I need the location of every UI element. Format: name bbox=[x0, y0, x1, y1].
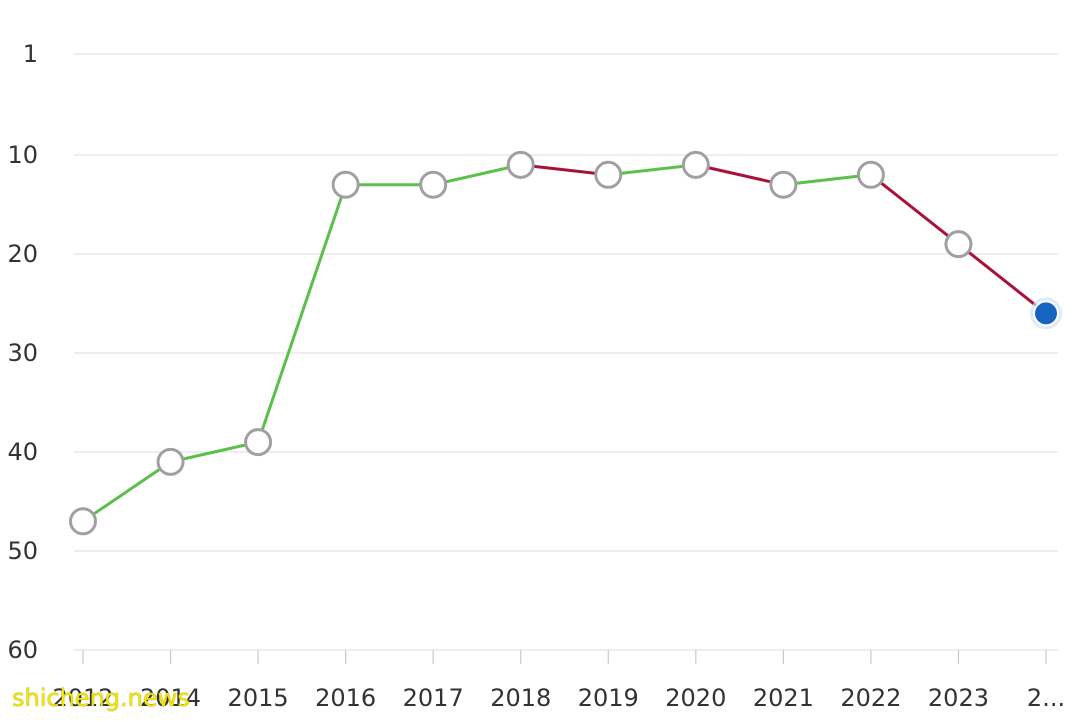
data-point-5[interactable] bbox=[506, 150, 535, 179]
data-point-0[interactable] bbox=[69, 507, 97, 536]
watermark-text: shicheng.news bbox=[12, 684, 190, 712]
series-points bbox=[69, 150, 1062, 536]
line-segment-8 bbox=[781, 173, 873, 187]
data-point-11[interactable] bbox=[1033, 300, 1059, 327]
x-tick-label-5: 2018 bbox=[490, 684, 551, 712]
y-tick-label-1: 1 bbox=[23, 40, 38, 68]
data-point-9[interactable] bbox=[856, 160, 885, 189]
y-tick-label-60: 60 bbox=[7, 636, 38, 664]
y-axis-ticks: 1 10 20 30 40 50 60 bbox=[7, 40, 38, 664]
data-point-3[interactable] bbox=[331, 170, 360, 199]
line-segment-10 bbox=[956, 242, 1048, 315]
x-axis-ticks: 2012 2014 2015 2016 2017 2018 2019 2020 2021 2022… bbox=[52, 650, 1065, 712]
x-tick-label-9: 2022 bbox=[840, 684, 901, 712]
line-segment-6 bbox=[606, 163, 698, 177]
y-tick-label-10: 10 bbox=[7, 141, 38, 169]
y-tick-label-20: 20 bbox=[7, 240, 38, 268]
data-point-4[interactable] bbox=[419, 170, 448, 199]
data-point-7[interactable] bbox=[681, 150, 710, 179]
line-segment-1 bbox=[169, 440, 260, 464]
line-segment-9 bbox=[869, 173, 960, 246]
x-tick-label-1: 2014 bbox=[140, 684, 201, 712]
x-tick-label-0: 2012 bbox=[52, 684, 113, 712]
y-tick-label-50: 50 bbox=[7, 537, 38, 565]
data-point-2[interactable] bbox=[244, 428, 273, 457]
data-point-1[interactable] bbox=[156, 447, 185, 476]
line-segment-0 bbox=[81, 460, 173, 523]
data-point-10[interactable] bbox=[944, 230, 973, 259]
x-tick-label-8: 2021 bbox=[753, 684, 814, 712]
x-tick-label-11: 2... bbox=[1027, 684, 1065, 712]
y-tick-label-30: 30 bbox=[7, 339, 38, 367]
data-point-8[interactable] bbox=[769, 170, 798, 199]
x-tick-label-7: 2020 bbox=[665, 684, 726, 712]
line-segment-7 bbox=[694, 163, 785, 187]
x-tick-label-6: 2019 bbox=[578, 684, 639, 712]
grid-lines bbox=[74, 53, 1058, 651]
y-tick-label-40: 40 bbox=[7, 438, 38, 466]
x-tick-label-4: 2017 bbox=[403, 684, 464, 712]
data-point-6[interactable] bbox=[594, 160, 623, 189]
x-tick-label-10: 2023 bbox=[928, 684, 989, 712]
x-tick-label-2: 2015 bbox=[228, 684, 289, 712]
line-segment-5 bbox=[519, 163, 610, 177]
x-tick-label-3: 2016 bbox=[315, 684, 376, 712]
line-segment-2 bbox=[256, 183, 348, 444]
series-line bbox=[81, 163, 1048, 523]
line-segment-4 bbox=[431, 163, 523, 187]
